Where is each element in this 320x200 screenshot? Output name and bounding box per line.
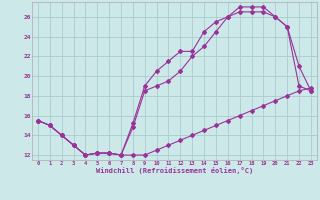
X-axis label: Windchill (Refroidissement éolien,°C): Windchill (Refroidissement éolien,°C) (96, 167, 253, 174)
